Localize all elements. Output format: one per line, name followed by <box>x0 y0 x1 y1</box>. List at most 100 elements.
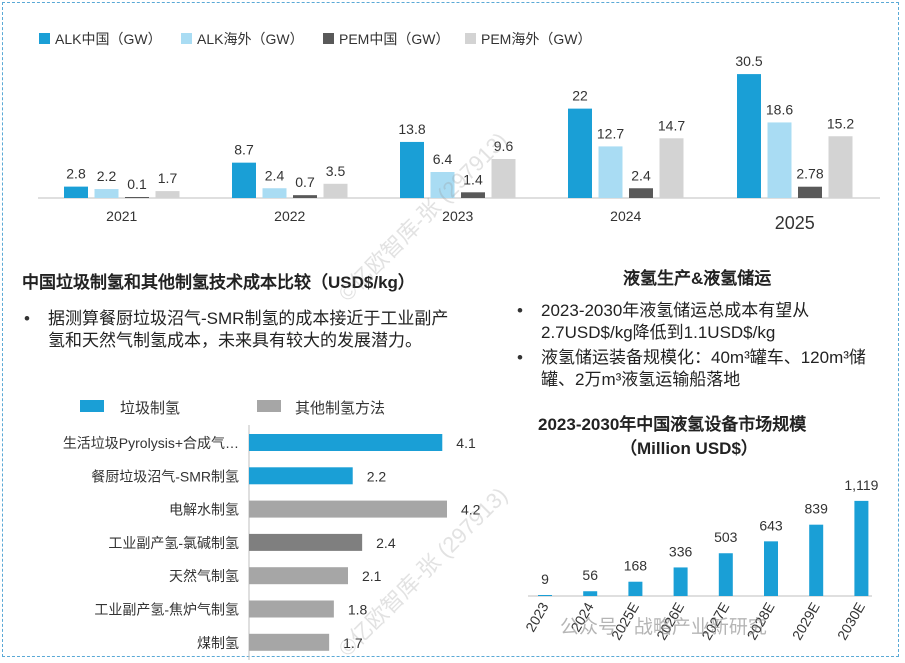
electrolyzer-data-label: 2.8 <box>66 166 86 182</box>
electrolyzer-bar <box>767 122 792 198</box>
lh2-data-label: 9 <box>541 571 549 587</box>
cost-category-label: 电解水制氢 <box>169 502 239 518</box>
electrolyzer-data-label: 2.2 <box>97 168 117 184</box>
lh2-chart-title-line2: （Million USD$） <box>620 439 758 458</box>
lh2-bullets: 2023-2030年液氢储运总成本有望从2.7USD$/kg降低到1.1USD$… <box>515 300 875 394</box>
electrolyzer-bar <box>155 191 180 198</box>
legend-swatch-other <box>257 400 281 412</box>
legend-pem-cn: PEM中国（GW） <box>339 31 450 47</box>
cost-data-label: 2.1 <box>362 568 382 584</box>
electrolyzer-bar <box>262 188 287 198</box>
lh2-bar <box>673 567 688 596</box>
electrolyzer-bar <box>659 138 684 198</box>
electrolyzer-bar <box>568 108 592 198</box>
electrolyzer-bar <box>737 74 761 198</box>
electrolyzer-data-label: 0.1 <box>127 176 147 192</box>
lh2-bar <box>809 524 824 596</box>
lh2-data-label: 643 <box>759 517 783 533</box>
electrolyzer-data-label: 3.5 <box>326 163 346 179</box>
lh2-bullet-item: 2023-2030年液氢储运总成本有望从2.7USD$/kg降低到1.1USD$… <box>515 300 875 344</box>
electrolyzer-data-label: 1.7 <box>158 170 178 186</box>
electrolyzer-data-label: 6.4 <box>433 151 453 167</box>
lh2-bullet-item: 液氢储运装备规模化：40m³罐车、120m³储罐、2万m³液氢运输船落地 <box>515 347 875 391</box>
electrolyzer-tick-label: 2025 <box>775 213 815 233</box>
electrolyzer-data-label: 12.7 <box>597 125 624 141</box>
electrolyzer-data-label: 30.5 <box>735 53 762 69</box>
legend-swatch-pem-os <box>465 33 476 44</box>
electrolyzer-bar <box>430 172 455 198</box>
cost-data-label: 2.4 <box>376 535 396 551</box>
electrolyzer-tick-label: 2022 <box>274 208 305 224</box>
cost-category-label: 餐厨垃圾沼气-SMR制氢 <box>91 468 239 484</box>
legend-alk-cn: ALK中国（GW） <box>55 31 162 47</box>
electrolyzer-data-label: 14.7 <box>658 117 685 133</box>
cost-category-label: 工业副产氢-焦炉气制氢 <box>94 602 239 618</box>
cost-bar <box>249 533 363 551</box>
electrolyzer-bar <box>232 162 256 198</box>
electrolyzer-data-label: 2.4 <box>265 167 285 183</box>
cost-data-label: 4.1 <box>456 435 476 451</box>
lh2-data-label: 336 <box>669 543 693 559</box>
legend-alk-os: ALK海外（GW） <box>197 31 304 47</box>
cost-bullets: 据测算餐厨垃圾沼气-SMR制氢的成本接近于工业副产氢和天然气制氢成本，未来具有较… <box>22 308 462 355</box>
electrolyzer-tick-label: 2021 <box>106 208 137 224</box>
electrolyzer-bar <box>125 197 149 198</box>
legend-swatch-alk-cn <box>39 33 50 44</box>
legend-swatch-alk-os <box>181 33 192 44</box>
electrolyzer-data-label: 2.78 <box>796 166 823 182</box>
electrolyzer-data-label: 15.2 <box>827 115 854 131</box>
cost-data-label: 4.2 <box>461 502 481 518</box>
cost-bar <box>249 633 330 651</box>
electrolyzer-tick-label: 2024 <box>610 208 641 224</box>
legend-other: 其他制氢方法 <box>295 400 386 417</box>
cost-bullet-item: 据测算餐厨垃圾沼气-SMR制氢的成本接近于工业副产氢和天然气制氢成本，未来具有较… <box>22 308 462 352</box>
electrolyzer-bar <box>798 186 822 198</box>
electrolyzer-data-label: 0.7 <box>295 174 315 190</box>
lh2-bar <box>628 581 643 596</box>
legend-swatch-pem-cn <box>323 33 334 44</box>
electrolyzer-bar <box>828 136 853 198</box>
electrolyzer-data-label: 1.4 <box>463 171 483 187</box>
cost-bar <box>249 434 443 451</box>
lh2-data-label: 839 <box>805 501 829 517</box>
lh2-bar <box>718 553 733 596</box>
electrolyzer-bar <box>461 192 485 198</box>
electrolyzer-bar <box>64 186 88 198</box>
electrolyzer-bar <box>598 146 623 198</box>
lh2-bar <box>538 595 552 596</box>
footer-watermark: 公众号 · 战略产业新研究 <box>560 617 767 638</box>
lh2-tick-label: 2030E <box>834 600 868 643</box>
cost-section-title: 中国垃圾制氢和其他制氢技术成本比较（USD$/kg） <box>22 273 415 292</box>
lh2-tick-label: 2023 <box>522 599 552 634</box>
cost-category-label: 工业副产氢-氯碱制氢 <box>108 535 239 551</box>
cost-bar <box>249 500 447 518</box>
electrolyzer-bar <box>323 183 348 198</box>
outer-frame <box>2 2 899 657</box>
electrolyzer-bar <box>491 159 516 198</box>
electrolyzer-data-label: 2.4 <box>631 167 651 183</box>
lh2-data-label: 1,119 <box>844 477 878 493</box>
electrolyzer-data-label: 22 <box>572 88 588 104</box>
electrolyzer-tick-label: 2023 <box>442 208 473 224</box>
lh2-bar <box>764 541 778 596</box>
lh2-section-title: 液氢生产&液氢储运 <box>623 269 772 288</box>
lh2-chart-title-line1: 2023-2030年中国液氢设备市场规模 <box>538 415 807 434</box>
lh2-tick-label: 2029E <box>789 600 823 643</box>
cost-bar <box>249 467 353 485</box>
cost-data-label: 1.7 <box>343 635 363 651</box>
cost-category-label: 煤制氢 <box>197 635 239 651</box>
electrolyzer-data-label: 18.6 <box>766 101 793 117</box>
electrolyzer-bar <box>293 195 317 198</box>
electrolyzer-bar <box>94 189 119 198</box>
legend-waste: 垃圾制氢 <box>120 400 181 417</box>
cost-category-label: 生活垃圾Pyrolysis+合成气… <box>63 435 239 451</box>
cost-bar <box>249 600 334 618</box>
cost-category-label: 天然气制氢 <box>169 568 239 584</box>
electrolyzer-bar <box>400 141 424 198</box>
electrolyzer-bar <box>629 188 653 198</box>
lh2-bar <box>854 500 869 596</box>
lh2-bar <box>583 591 598 596</box>
